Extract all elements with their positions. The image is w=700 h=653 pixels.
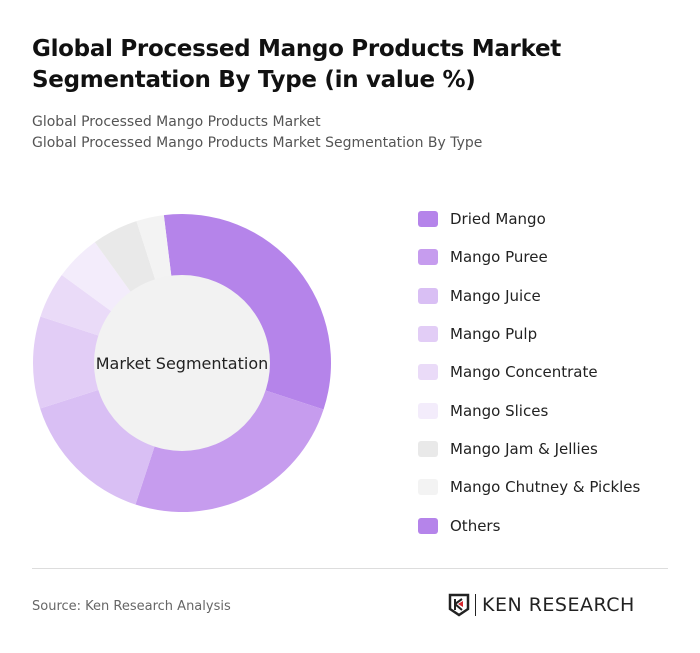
legend-label: Mango Concentrate [450,363,598,382]
legend-label: Mango Chutney & Pickles [450,478,641,497]
logo-text: KEN RESEARCH [482,594,635,616]
divider [32,568,668,569]
legend-swatch [418,517,438,534]
legend-swatch [418,287,438,304]
legend-item: Dried Mango [418,200,640,238]
legend-swatch [418,479,438,496]
legend-item: Mango Chutney & Pickles [418,468,640,506]
logo-separator [475,594,476,616]
legend-swatch [418,249,438,266]
legend-item: Mango Jam & Jellies [418,430,640,468]
legend-swatch [418,211,438,228]
legend-label: Mango Juice [450,286,541,305]
slice-mango-concentrate [40,274,118,339]
chart-title: Global Processed Mango Products Market S… [32,36,561,93]
legend-label: Dried Mango [450,210,546,229]
legend-label: Mango Slices [450,401,549,420]
legend-label: Mango Pulp [450,325,538,344]
legend: Dried Mango Mango Puree Mango Juice Mango P… [418,200,640,545]
center-label: Market Segmentation [96,354,269,373]
legend-item: Mango Pulp [418,315,640,353]
legend-label: Mango Puree [450,248,548,267]
legend-item: Mango Puree [418,238,640,276]
slice-mango-chutney-pickles [136,215,173,287]
logo-icon [448,593,470,617]
legend-label: Mango Jam & Jellies [450,439,598,458]
slice-mango-pulp [33,316,107,409]
legend-label: Others [450,516,501,535]
source-note: Source: Ken Research Analysis [32,599,231,614]
slice-mango-slices [61,242,136,316]
subtitle-segmentation: Global Processed Mango Products Market S… [32,135,483,151]
legend-item: Mango Juice [418,277,640,315]
legend-swatch [418,440,438,457]
slice-mango-juice [40,387,158,505]
legend-item: Others [418,506,640,544]
legend-item: Mango Slices [418,391,640,429]
legend-item: Mango Concentrate [418,353,640,391]
subtitle-market: Global Processed Mango Products Market [32,114,321,130]
slice-mango-jam-jellies [94,221,158,299]
legend-swatch [418,326,438,343]
legend-swatch [418,402,438,419]
donut-center [94,275,270,451]
ken-research-logo: KEN RESEARCH [448,593,635,617]
legend-swatch [418,364,438,381]
slice-mango-puree [135,387,324,512]
donut-chart: Market Segmentation [33,214,332,512]
